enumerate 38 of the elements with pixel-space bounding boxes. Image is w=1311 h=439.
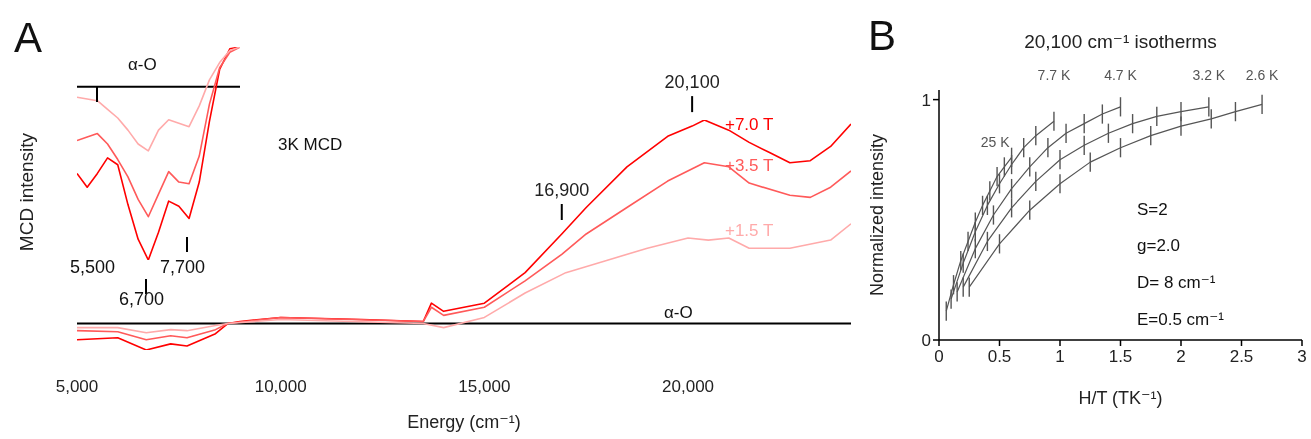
x-axis-title: H/T (TK⁻¹) <box>1078 388 1163 408</box>
annotation: D= 8 cm⁻¹ <box>1137 273 1216 292</box>
annotation: 20,100 <box>664 72 720 93</box>
x-tick-label: 2 <box>1176 347 1186 367</box>
text: 7.7 K <box>1037 67 1071 83</box>
x-tick-label: 10,000 <box>254 377 307 397</box>
series-label: 25 K <box>980 134 1011 151</box>
text: 4.7 K <box>1104 67 1138 83</box>
annotation: α-O <box>664 303 693 322</box>
series-label: +7.0 T <box>724 115 774 135</box>
x-axis-title: Energy (cm⁻¹) <box>407 412 521 432</box>
annotation: g=2.0 <box>1137 236 1181 255</box>
y-axis-title: MCD intensity <box>16 132 37 252</box>
series-label: +1.5 T <box>724 221 774 241</box>
text: A <box>14 14 43 61</box>
annotation: 16,900 <box>534 179 590 200</box>
y-axis-title: Normalized intensity <box>867 133 888 297</box>
x-tick-label: 2.5 <box>1229 347 1254 367</box>
x-tick-label: 15,000 <box>458 377 511 397</box>
annotation: α-O <box>128 55 157 74</box>
series-label: +3.5 T <box>724 156 774 176</box>
series-label: 2.6 K <box>1245 67 1280 83</box>
annotation: 6,700 <box>119 289 165 309</box>
x-tick-label: 20,000 <box>662 377 715 397</box>
annotation: 5,500 <box>70 257 116 277</box>
x-tick-label: 5,000 <box>55 377 99 397</box>
series-label: 3.2 K <box>1192 67 1226 83</box>
x-tick-label: 0 <box>934 347 944 367</box>
annotation: 7,700 <box>160 257 206 277</box>
x-tick-label: 1 <box>1055 347 1065 367</box>
x-tick-label: 3 <box>1297 347 1307 367</box>
x-tick-label: 1.5 <box>1108 347 1133 367</box>
annotation: E=0.5 cm⁻¹ <box>1137 310 1225 329</box>
x-tick-label: 0.5 <box>987 347 1012 367</box>
chart-title: 20,100 cm⁻¹ isotherms <box>1024 31 1217 52</box>
text: B <box>868 12 897 59</box>
annotation: 3K MCD <box>278 135 343 154</box>
annotation: S=2 <box>1137 200 1168 219</box>
